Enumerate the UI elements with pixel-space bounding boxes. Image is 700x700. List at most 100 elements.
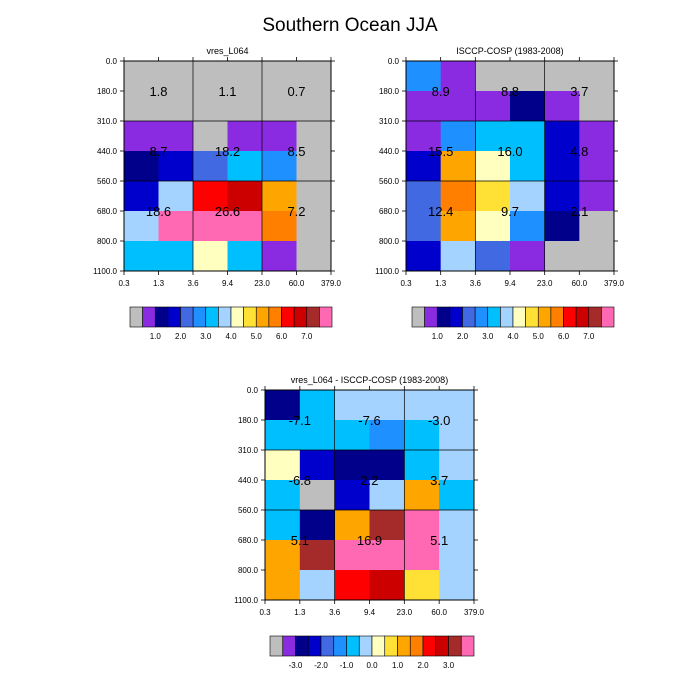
heatmap-cell [439,540,475,571]
heatmap-cell [475,241,511,272]
cell-annotation: 7.2 [287,204,305,219]
heatmap-cell [475,61,511,92]
heatmap-cell [439,570,475,601]
colorbar-label: 2.0 [457,332,469,341]
heatmap-cell [369,570,405,601]
colorbar-label: 7.0 [301,332,313,341]
heatmap-cell [334,540,370,571]
x-tick-label: 1.3 [294,608,306,617]
y-tick-label: 180.0 [238,416,259,425]
heatmap-cell [124,151,159,182]
heatmap-cell [262,61,297,92]
heatmap-cell [124,211,159,242]
colorbar-swatch [129,306,143,328]
heatmap-cell [440,61,476,92]
x-tick-label: 9.4 [504,279,516,288]
colorbar-label: 7.0 [583,332,595,341]
cell-annotation: 5.1 [291,533,309,548]
colorbar-swatch [601,306,615,328]
colorbar-swatch [397,635,411,657]
cell-annotation: -7.1 [289,413,311,428]
colorbar-label: -3.0 [289,661,303,670]
y-tick-label: 560.0 [379,177,400,186]
colorbar-swatch [422,635,437,657]
colorbar-swatch [371,635,386,657]
heatmap-cell [404,510,440,541]
x-tick-label: 3.6 [470,279,482,288]
colorbar-swatch [575,306,590,328]
heatmap-cell [299,390,336,421]
x-tick-label: 3.6 [187,279,199,288]
x-tick-label: 379.0 [464,608,485,617]
colorbar-label: 5.0 [533,332,545,341]
heatmap-cell [193,61,228,92]
heatmap-cell [296,181,332,212]
y-tick-label: 440.0 [97,147,118,156]
colorbar-1: 1.0 2.0 3.0 4.0 5.0 6.0 7.0 [129,306,333,341]
colorbar-swatch [460,635,475,657]
colorbar-label: 3.0 [200,332,212,341]
heatmap-cell [158,211,194,242]
heatmap-cell [475,151,511,182]
heatmap-cell [193,181,228,212]
colorbar-swatch [230,306,244,328]
heatmap-cell [406,121,442,152]
heatmap-cell [262,91,297,122]
colorbar-label: -1.0 [340,661,354,670]
cell-annotation: 16.9 [357,533,382,548]
x-tick-label: 1.3 [153,279,165,288]
heatmap-cell [406,61,442,92]
cell-annotation: 1.8 [149,84,167,99]
colorbar-label: 3.0 [482,332,494,341]
heatmap-cell [265,390,301,421]
heatmap-cell [510,61,546,92]
heatmap-cell [296,241,332,272]
y-tick-label: 180.0 [379,87,400,96]
colorbar-swatch [192,306,207,328]
y-tick-label: 680.0 [97,207,118,216]
heatmap-cell [158,241,194,272]
y-tick-label: 1100.0 [234,596,258,605]
heatmap-cell [406,181,442,212]
heatmap-cell [193,211,228,242]
cell-annotation: 0.7 [287,84,305,99]
heatmap-cell [579,181,615,212]
heatmap-cell [158,91,194,122]
heatmap-cell [404,390,440,421]
colorbar-swatch [487,306,501,328]
heatmap-cell [544,151,580,182]
panel-title: vres_L064 - ISCCP-COSP (1983-2008) [291,375,448,385]
heatmap-cell [193,91,228,122]
colorbar-swatch [462,306,476,328]
colorbar-swatch [295,635,309,657]
heatmap-cell [296,151,332,182]
colorbar-swatch [537,306,552,328]
y-tick-label: 0.0 [106,57,118,66]
colorbar-swatch [525,306,539,328]
heatmap-cell [124,181,159,212]
colorbar-label: 5.0 [251,332,263,341]
heatmap-cell [475,121,511,152]
heatmap-cell [296,211,332,242]
x-tick-label: 0.3 [118,279,130,288]
colorbar-swatch [142,306,156,328]
colorbar-label: 4.0 [225,332,237,341]
heatmap-cell [262,241,297,272]
y-tick-label: 560.0 [238,506,259,515]
heatmap-cell [227,151,263,182]
heatmap-cell [369,540,405,571]
colorbar-label: 6.0 [276,332,288,341]
heatmap-cell [439,420,475,451]
colorbar-swatch [550,306,564,328]
y-tick-label: 0.0 [247,386,259,395]
colorbar-3: -3.0 -2.0 -1.0 0.0 1.0 2.0 3.0 [269,635,475,670]
heatmap-cell [334,570,370,601]
colorbar-swatch [282,635,296,657]
cell-annotation: -3.0 [428,413,450,428]
colorbar-swatch [243,306,257,328]
cell-annotation: 8.8 [501,84,519,99]
heatmap-cell [227,211,263,242]
y-tick-label: 800.0 [238,566,259,575]
colorbar-label: 1.0 [392,661,404,670]
colorbar-swatch [588,306,602,328]
